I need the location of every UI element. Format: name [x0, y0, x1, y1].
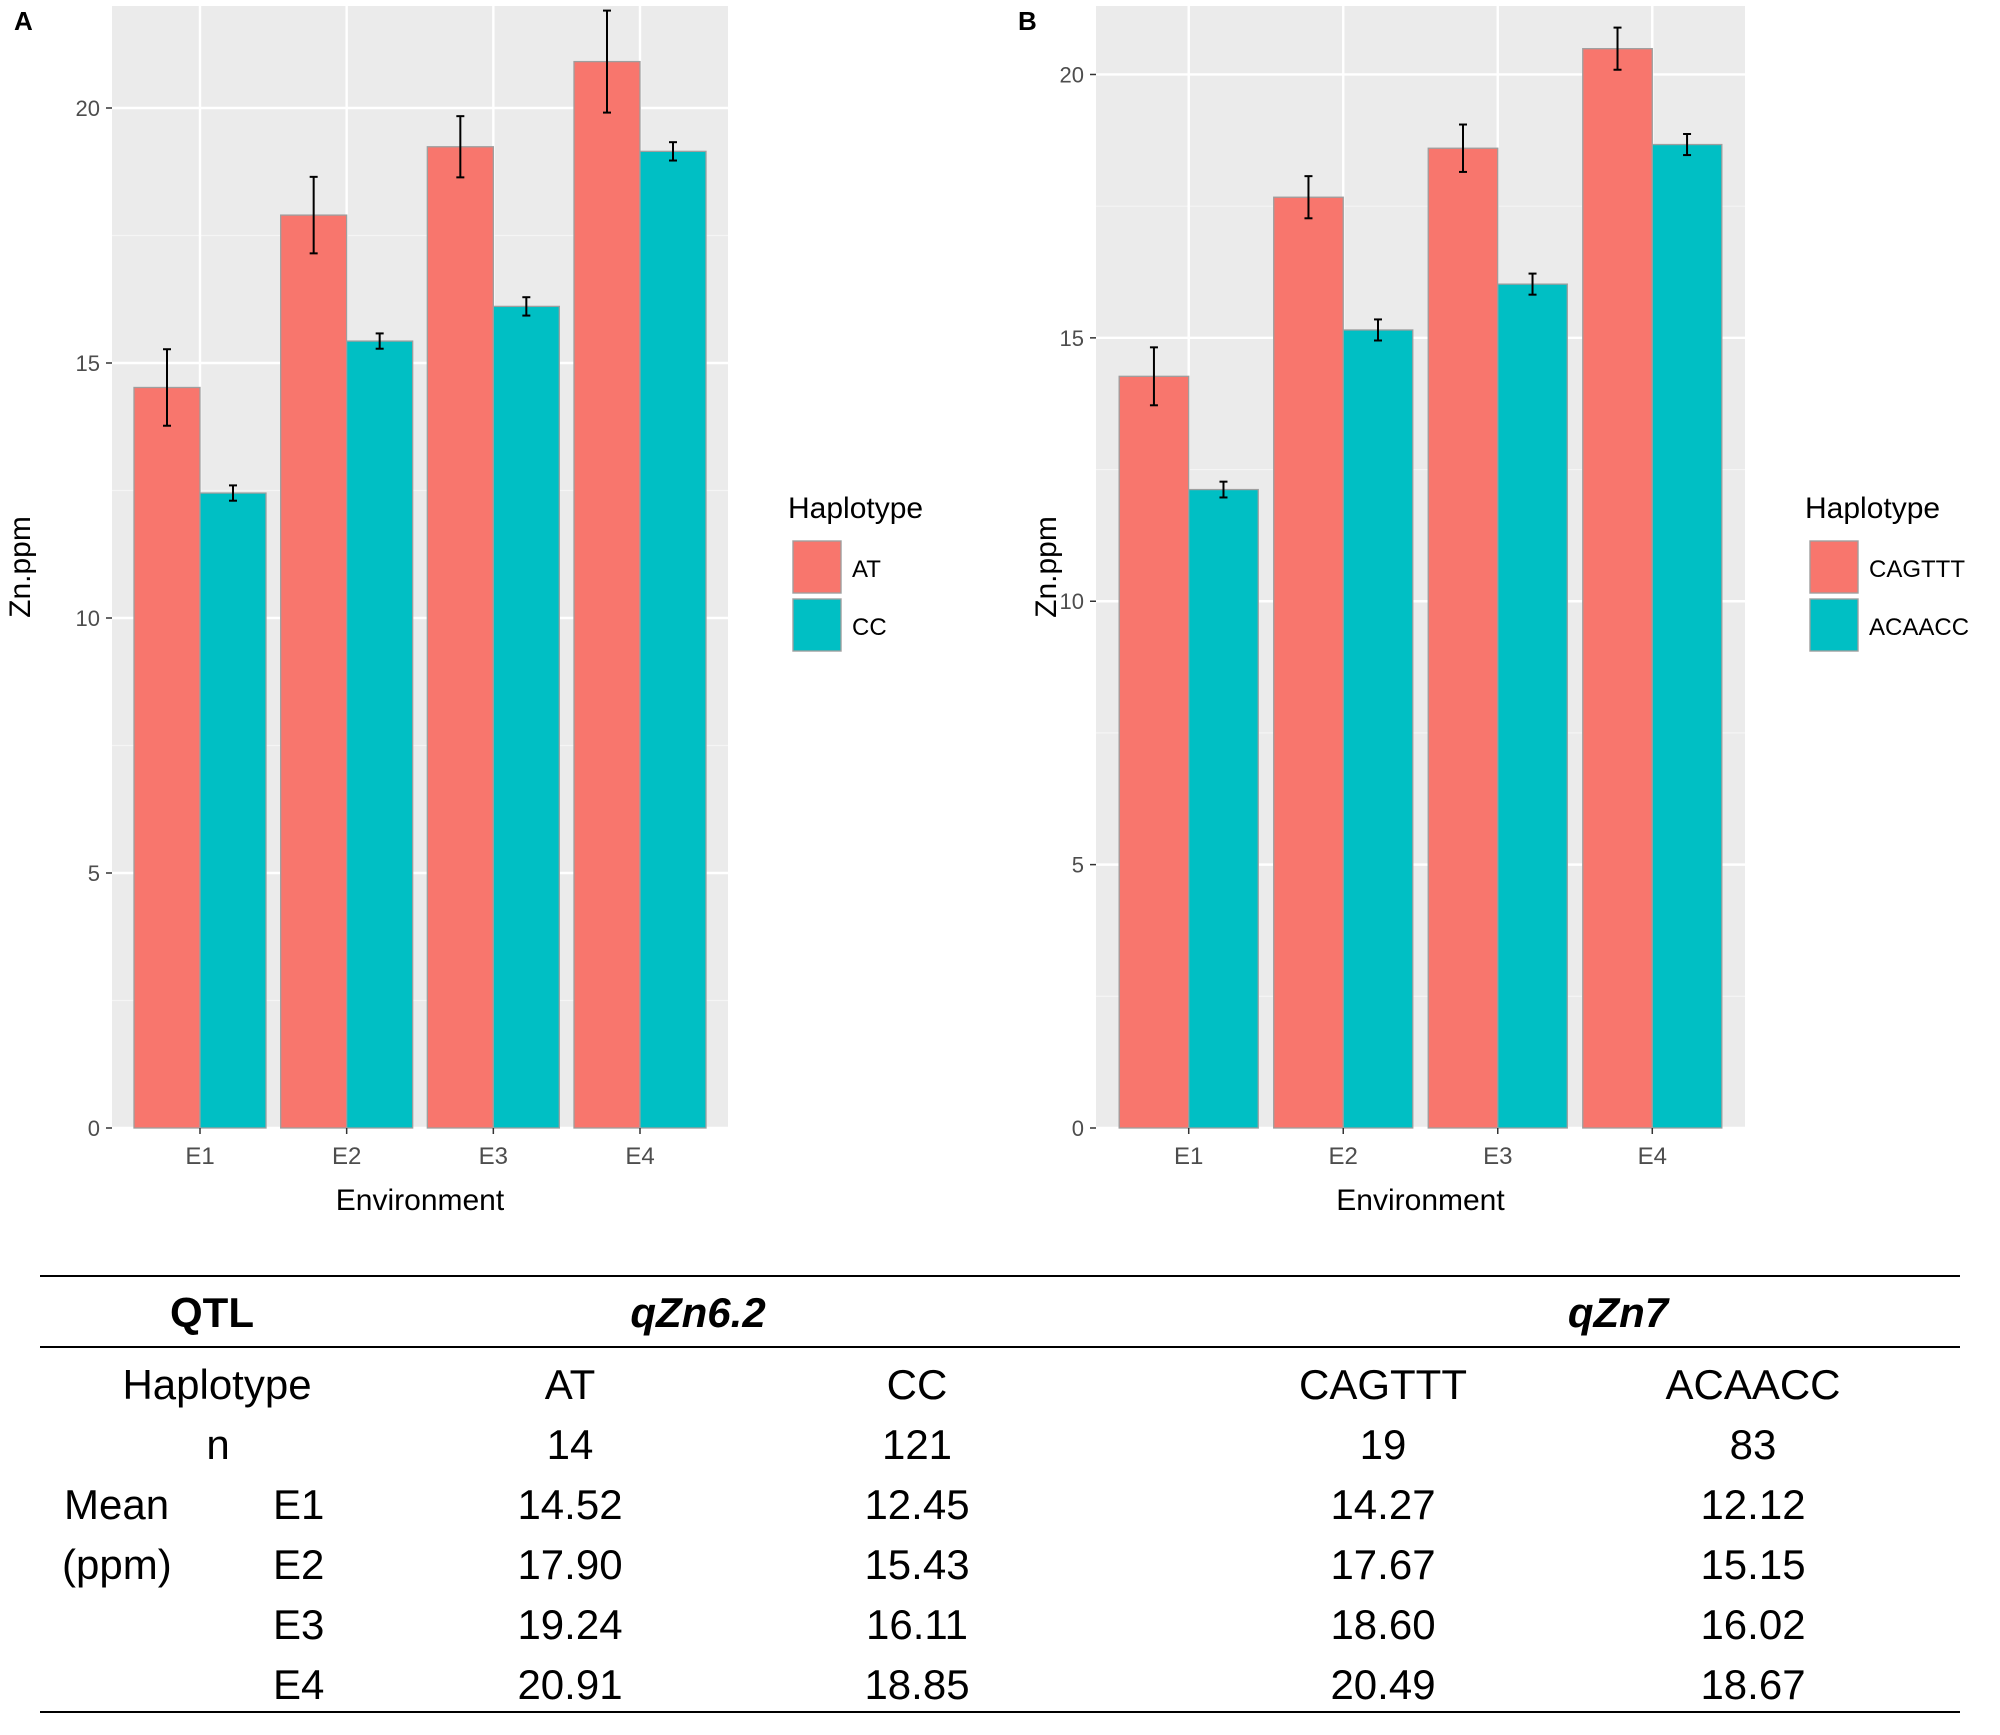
- x-tick-label: E2: [332, 1143, 361, 1170]
- qtl-label: QTL: [170, 1289, 254, 1336]
- mean-e3-acaacc: 16.02: [1700, 1601, 1806, 1648]
- legend-title: Haplotype: [1805, 492, 1940, 525]
- n-at: 14: [546, 1421, 594, 1468]
- y-tick-label: 10: [1060, 589, 1084, 614]
- bar-cagttt-e2: [1273, 196, 1344, 1129]
- x-axis-title: Environment: [1336, 1184, 1505, 1217]
- mean-e3-at: 19.24: [517, 1601, 623, 1648]
- legend-label-acaacc: ACAACC: [1869, 614, 1969, 641]
- y-tick-label: 15: [1060, 326, 1084, 351]
- y-tick-label: 10: [76, 606, 100, 631]
- bar-cc-e3: [492, 305, 560, 1129]
- panel-letter-a: A: [14, 6, 33, 36]
- n-cagttt: 19: [1359, 1421, 1407, 1468]
- mean-e2-cc: 15.43: [864, 1541, 970, 1588]
- mean-e1-at: 14.52: [517, 1481, 623, 1528]
- haplotype-cagttt: CAGTTT: [1299, 1361, 1467, 1408]
- bar-cc-e2: [346, 340, 414, 1129]
- mean-label: Mean: [64, 1481, 170, 1528]
- table-top-rule: [40, 1275, 1960, 1277]
- y-tick-label: 15: [76, 351, 100, 376]
- mean-e1-acaacc: 12.12: [1700, 1481, 1806, 1528]
- panel-letter-b: B: [1018, 6, 1037, 36]
- mean-e3-cagttt: 18.60: [1330, 1601, 1436, 1648]
- haplotype-label: Haplotype: [122, 1361, 312, 1408]
- legend-swatch-cagttt: [1809, 540, 1859, 594]
- y-tick-label: 20: [76, 96, 100, 121]
- x-tick-label: E4: [625, 1143, 654, 1170]
- mean-e1-cc: 12.45: [864, 1481, 970, 1528]
- y-tick-label: 20: [1060, 62, 1084, 87]
- qtl-name-2: qZn7: [1567, 1289, 1669, 1336]
- mean-e4-cc: 18.85: [864, 1661, 970, 1708]
- y-tick-label: 0: [88, 1116, 100, 1141]
- n-acaacc: 83: [1729, 1421, 1777, 1468]
- legend-swatch-at: [792, 540, 842, 594]
- legend-label-cc: CC: [852, 614, 887, 641]
- x-tick-label: E4: [1638, 1143, 1667, 1170]
- env-e2: E2: [273, 1541, 325, 1588]
- bar-cagttt-e1: [1118, 375, 1190, 1129]
- haplotype-table: QTL qZn6.2 qZn7 Haplotype AT CC CAGTTT A…: [40, 1275, 1960, 1735]
- bar-acaacc-e3: [1497, 283, 1568, 1129]
- x-tick-label: E2: [1329, 1143, 1358, 1170]
- x-tick-label: E1: [1174, 1143, 1203, 1170]
- x-tick-label: E3: [1483, 1143, 1512, 1170]
- env-e1: E1: [273, 1481, 325, 1528]
- env-e3: E3: [273, 1601, 325, 1648]
- mean-e4-acaacc: 18.67: [1700, 1661, 1806, 1708]
- table-header-rule: [40, 1346, 1960, 1348]
- haplotype-cc: CC: [886, 1361, 948, 1408]
- mean-e4-cagttt: 20.49: [1330, 1661, 1436, 1708]
- env-e4: E4: [273, 1661, 325, 1708]
- legend-swatch-cc: [792, 598, 842, 652]
- mean-e4-at: 20.91: [517, 1661, 623, 1708]
- table-bottom-rule: [40, 1711, 1960, 1713]
- mean-e2-acaacc: 15.15: [1700, 1541, 1806, 1588]
- qtl-name-1: qZn6.2: [630, 1289, 766, 1336]
- haplotype-acaacc: ACAACC: [1665, 1361, 1841, 1408]
- bar-acaacc-e1: [1188, 488, 1259, 1129]
- x-axis-title: Environment: [336, 1184, 505, 1217]
- bar-cagttt-e4: [1582, 48, 1653, 1129]
- chart-b: 0 5 10 15 20 E1 E2 E3 E4 Environment Zn.ppm Haploty…: [1030, 6, 1969, 1217]
- n-cc: 121: [881, 1421, 953, 1468]
- mean-e1-cagttt: 14.27: [1330, 1481, 1436, 1528]
- legend-title: Haplotype: [788, 492, 923, 525]
- bar-cagttt-e3: [1427, 147, 1499, 1129]
- y-tick-label: 0: [1072, 1116, 1084, 1141]
- n-label: n: [206, 1421, 230, 1468]
- x-tick-label: E1: [185, 1143, 214, 1170]
- bar-acaacc-e4: [1651, 143, 1723, 1129]
- y-axis-title: Zn.ppm: [1030, 516, 1063, 618]
- mean-e3-cc: 16.11: [866, 1601, 968, 1648]
- haplotype-at: AT: [544, 1361, 596, 1408]
- chart-a: 0 5 10 15 20 E1 E2 E3 E4 Environment Zn.ppm Haploty…: [4, 6, 923, 1217]
- bar-acaacc-e2: [1342, 329, 1414, 1129]
- legend-label-cagttt: CAGTTT: [1869, 556, 1965, 583]
- mean-e2-cagttt: 17.67: [1330, 1541, 1436, 1588]
- y-tick-label: 5: [88, 861, 100, 886]
- y-axis-title: Zn.ppm: [4, 516, 37, 618]
- legend-swatch-acaacc: [1809, 598, 1859, 652]
- y-tick-label: 5: [1072, 853, 1084, 878]
- legend-label-at: AT: [852, 556, 881, 583]
- bar-cc-e1: [199, 492, 267, 1129]
- ppm-label: (ppm): [62, 1541, 172, 1588]
- mean-e2-at: 17.90: [517, 1541, 623, 1588]
- x-tick-label: E3: [479, 1143, 508, 1170]
